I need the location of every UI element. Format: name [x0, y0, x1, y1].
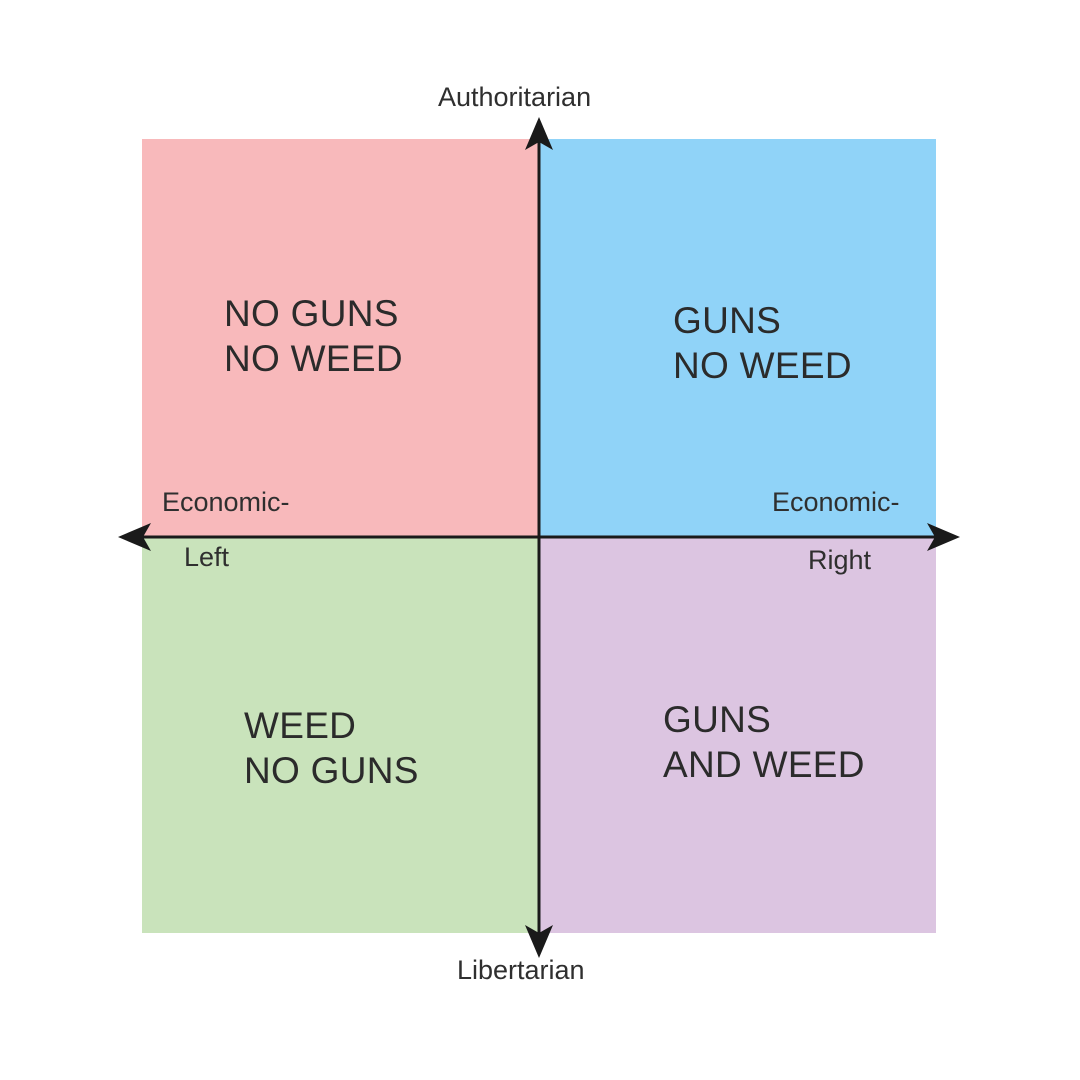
quadrant-label-line: NO GUNS	[224, 293, 399, 334]
quadrant-libertarian-left	[142, 536, 539, 933]
axis-label-right-line1: Economic-	[772, 487, 900, 517]
quadrant-label-libertarian-right: GUNS AND WEED	[663, 697, 865, 787]
axis-label-left-line2: Left	[184, 542, 230, 572]
axis-label-bottom: Libertarian	[457, 955, 585, 985]
quadrant-label-libertarian-left: WEED NO GUNS	[244, 703, 419, 793]
quadrant-label-authoritarian-left: NO GUNS NO WEED	[224, 291, 403, 381]
quadrant-libertarian-right	[539, 536, 936, 933]
quadrant-authoritarian-left	[142, 139, 539, 536]
quadrant-label-line: AND WEED	[663, 744, 865, 785]
quadrant-label-authoritarian-right: GUNS NO WEED	[673, 298, 852, 388]
quadrant-label-line: NO GUNS	[244, 750, 419, 791]
quadrant-label-line: GUNS	[673, 300, 782, 341]
quadrant-label-line: GUNS	[663, 699, 772, 740]
quadrant-label-line: NO WEED	[224, 338, 403, 379]
axis-label-left-line1: Economic-	[162, 487, 290, 517]
quadrant-label-line: NO WEED	[673, 345, 852, 386]
axis-label-top: Authoritarian	[438, 82, 592, 112]
axis-label-right-line2: Right	[808, 545, 872, 575]
quadrant-label-line: WEED	[244, 705, 357, 746]
quadrant-authoritarian-right	[539, 139, 936, 536]
